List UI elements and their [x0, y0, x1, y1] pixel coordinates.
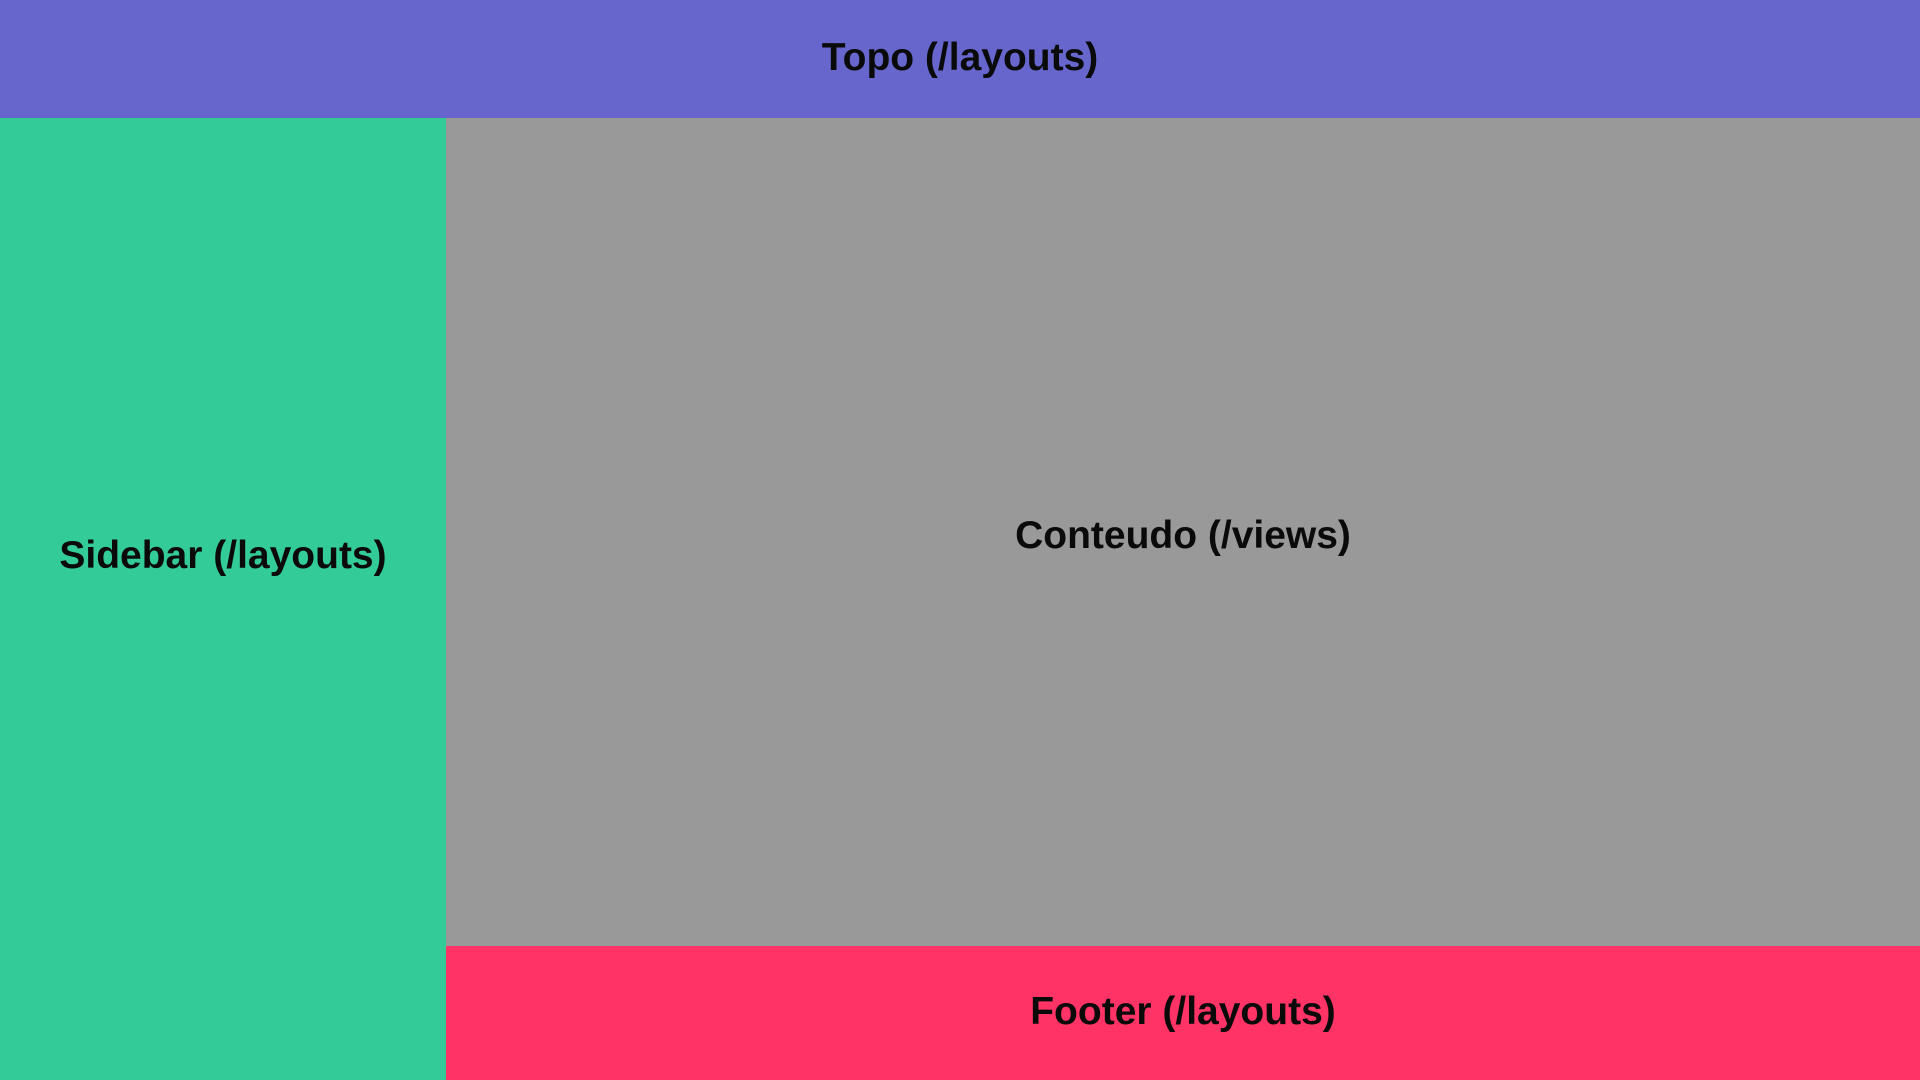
topo-label: Topo (/layouts) — [821, 36, 1099, 79]
sidebar-region: Sidebar (/layouts) — [0, 118, 446, 1080]
conteudo-label: Conteudo (/views) — [1015, 514, 1351, 557]
sidebar-label: Sidebar (/layouts) — [59, 534, 387, 577]
footer-label: Footer (/layouts) — [1030, 990, 1336, 1033]
topo-region: Topo (/layouts) — [0, 0, 1920, 118]
conteudo-region: Conteudo (/views) — [446, 118, 1920, 946]
footer-region: Footer (/layouts) — [446, 946, 1920, 1080]
